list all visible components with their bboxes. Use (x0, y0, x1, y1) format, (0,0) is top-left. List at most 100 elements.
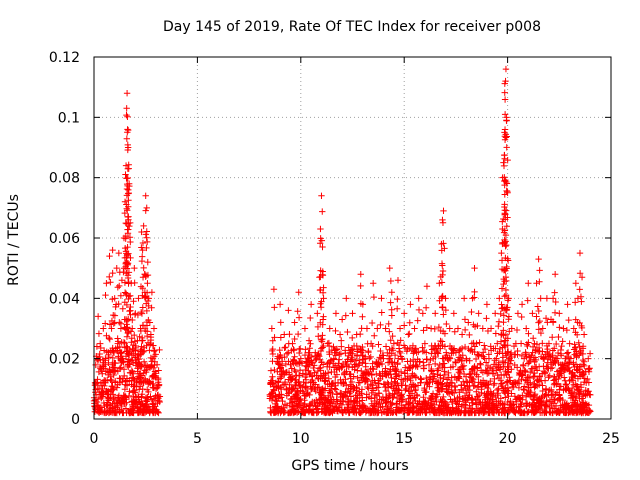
data-point-streak (95, 330, 103, 337)
data-point-streak (488, 365, 496, 373)
data-point (442, 295, 449, 302)
baseline-point (325, 396, 332, 403)
data-point-streak (423, 324, 431, 331)
data-point-streak (319, 321, 326, 328)
data-point-streak (571, 341, 578, 348)
data-point-streak (132, 347, 139, 355)
data-point-streak (557, 395, 564, 402)
data-point (94, 313, 102, 320)
data-point-streak (439, 341, 446, 349)
data-point-streak (143, 332, 151, 340)
baseline-point (481, 345, 489, 353)
data-point (460, 295, 468, 302)
baseline-point (461, 401, 469, 408)
data-point-streak (440, 311, 447, 318)
data-point (560, 325, 567, 332)
data-point-streak (125, 213, 132, 220)
data-point-streak (342, 312, 349, 319)
baseline-point (581, 362, 588, 370)
data-point-streak (579, 345, 587, 352)
baseline-point (283, 402, 291, 409)
baseline-point (154, 374, 162, 382)
baseline-point (392, 408, 399, 415)
baseline-point (395, 407, 403, 415)
data-point-streak (552, 298, 559, 306)
data-point (303, 385, 311, 393)
data-point (283, 385, 290, 393)
data-point-streak (387, 277, 395, 285)
data-point-streak (369, 387, 377, 394)
data-point-streak (505, 363, 512, 371)
data-point-streak (524, 379, 531, 386)
data-point-streak (143, 244, 150, 252)
data-point (487, 325, 495, 332)
data-point (576, 249, 584, 257)
data-point-streak (502, 231, 510, 239)
data-point-streak (127, 254, 134, 262)
data-point (479, 325, 486, 332)
data-point-streak (470, 382, 477, 390)
baseline-point (269, 357, 276, 365)
data-point-streak (123, 175, 130, 182)
data-point-streak (91, 396, 99, 404)
baseline-point (362, 363, 369, 370)
baseline-point (305, 367, 312, 374)
data-point-streak (143, 307, 151, 315)
data-point-streak (549, 352, 556, 359)
data-point-streak (470, 294, 478, 301)
data-point-streak (397, 337, 404, 344)
baseline-point (412, 345, 420, 352)
data-point-streak (493, 355, 500, 362)
data-point-streak (492, 345, 499, 352)
data-point-streak (102, 368, 109, 375)
data-point (318, 192, 325, 199)
baseline-point (530, 392, 538, 399)
data-point-streak (549, 318, 557, 325)
baseline-point (454, 356, 462, 364)
baseline-point (105, 409, 113, 417)
baseline-point (584, 407, 592, 414)
data-point (405, 331, 412, 338)
data-point (496, 295, 503, 302)
data-point (566, 340, 573, 347)
data-point-streak (486, 399, 493, 406)
data-point-streak (125, 269, 133, 276)
baseline-point (97, 382, 105, 389)
data-point-streak (535, 326, 543, 333)
data-point-streak (340, 379, 347, 387)
data-point-streak (398, 376, 405, 383)
data-point-streak (415, 306, 423, 314)
data-point-streak (370, 293, 378, 301)
data-point-streak (474, 322, 481, 330)
data-point (388, 289, 395, 296)
data-point (501, 111, 509, 118)
data-point-streak (501, 359, 509, 366)
data-point-streak (94, 395, 102, 403)
data-point-streak (123, 399, 130, 406)
baseline-point (337, 350, 345, 357)
data-point-streak (319, 361, 327, 368)
data-point-streak (142, 207, 149, 214)
baseline-point (490, 401, 497, 408)
baseline-point (427, 401, 435, 409)
data-point-streak (464, 395, 471, 403)
data-point (274, 355, 282, 362)
data-point-streak (499, 354, 507, 361)
data-point-streak (423, 356, 430, 363)
data-point-streak (143, 234, 150, 241)
baseline-point (567, 376, 575, 384)
data-point-streak (455, 373, 463, 380)
data-point (305, 337, 313, 344)
data-point-streak (530, 373, 537, 381)
data-point-streak (302, 373, 309, 381)
data-point-streak (544, 319, 551, 326)
data-point (140, 222, 147, 230)
data-point-streak (500, 162, 508, 170)
baseline-point (448, 388, 455, 396)
data-point-streak (581, 375, 589, 382)
data-point-streak (317, 336, 325, 344)
baseline-point (111, 404, 119, 412)
data-point-streak (377, 321, 384, 329)
baseline-point (278, 406, 286, 413)
baseline-point (484, 384, 491, 392)
